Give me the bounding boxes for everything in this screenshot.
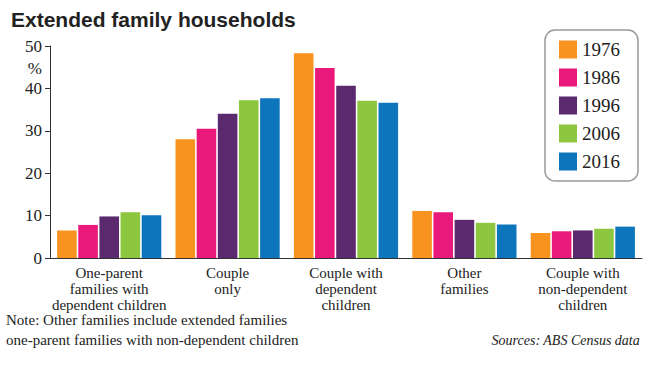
svg-text:One-parent: One-parent	[75, 265, 143, 281]
svg-text:Couple with: Couple with	[309, 265, 383, 281]
svg-text:2006: 2006	[582, 123, 620, 144]
svg-text:families with: families with	[70, 281, 149, 297]
svg-text:Couple with: Couple with	[546, 265, 620, 281]
svg-text:50: 50	[25, 37, 42, 56]
svg-text:1996: 1996	[582, 95, 620, 116]
svg-text:10: 10	[25, 206, 42, 225]
svg-text:dependent children: dependent children	[52, 297, 167, 313]
svg-text:dependent: dependent	[315, 281, 377, 297]
svg-text:%: %	[28, 59, 42, 78]
svg-text:one-parent families with non-d: one-parent families with non-dependent c…	[6, 332, 299, 348]
svg-text:0: 0	[34, 249, 43, 268]
svg-text:30: 30	[25, 121, 42, 140]
svg-text:children: children	[558, 297, 608, 313]
svg-text:1986: 1986	[582, 67, 620, 88]
svg-text:non-dependent: non-dependent	[538, 281, 628, 297]
svg-text:Other: Other	[447, 265, 481, 281]
svg-text:families: families	[440, 281, 488, 297]
svg-text:40: 40	[25, 79, 42, 98]
svg-text:children: children	[321, 297, 371, 313]
svg-text:Couple: Couple	[206, 265, 250, 281]
svg-text:1976: 1976	[582, 39, 620, 60]
svg-text:2016: 2016	[582, 151, 620, 172]
svg-text:only: only	[214, 281, 241, 297]
svg-text:20: 20	[25, 164, 42, 183]
svg-text:Sources: ABS Census data: Sources: ABS Census data	[492, 333, 640, 348]
svg-text:Extended family households: Extended family households	[11, 8, 296, 31]
svg-text:Note: Other families include e: Note: Other families include extended fa…	[6, 312, 287, 328]
